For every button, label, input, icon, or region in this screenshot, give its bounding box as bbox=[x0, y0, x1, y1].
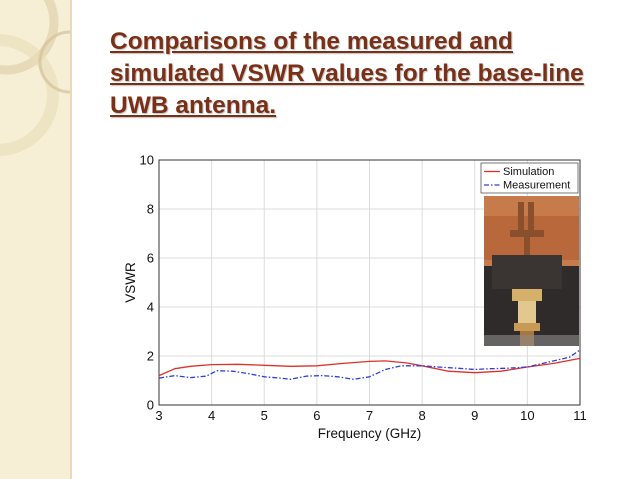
x-axis-title: Frequency (GHz) bbox=[318, 426, 422, 441]
y-tick-label: 10 bbox=[140, 153, 154, 168]
x-tick-label: 4 bbox=[208, 408, 215, 423]
y-tick-label: 0 bbox=[147, 398, 154, 413]
y-tick-label: 2 bbox=[147, 349, 154, 364]
decorative-sidebar bbox=[0, 0, 72, 479]
y-tick-labels: 0 2 4 6 8 10 bbox=[140, 153, 154, 413]
y-tick-label: 6 bbox=[147, 251, 154, 266]
x-tick-label: 7 bbox=[366, 408, 373, 423]
x-tick-label: 11 bbox=[573, 408, 587, 423]
series-line-measurement bbox=[158, 349, 581, 380]
legend: Simulation Measurement bbox=[480, 162, 579, 194]
x-tick-label: 3 bbox=[155, 408, 162, 423]
decorative-rings bbox=[0, 0, 70, 156]
y-axis-title: VSWR bbox=[123, 262, 138, 303]
x-tick-label: 9 bbox=[471, 408, 478, 423]
series-line-simulation bbox=[158, 357, 581, 377]
x-tick-label: 5 bbox=[261, 408, 268, 423]
plot-frame bbox=[158, 159, 581, 406]
x-tick-label: 10 bbox=[520, 408, 534, 423]
slide-title: Comparisons of the measured and simulate… bbox=[110, 28, 584, 119]
y-tick-label: 4 bbox=[147, 300, 154, 315]
y-tick-label: 8 bbox=[147, 202, 154, 217]
x-tick-labels: 3 4 5 6 7 8 9 10 11 bbox=[155, 408, 586, 423]
x-tick-label: 8 bbox=[419, 408, 426, 423]
legend-label-simulation: Simulation bbox=[503, 166, 554, 178]
series-lines bbox=[158, 349, 581, 380]
x-tick-label: 6 bbox=[313, 408, 320, 423]
legend-label-measurement: Measurement bbox=[503, 180, 570, 192]
antenna-photo bbox=[484, 196, 579, 346]
